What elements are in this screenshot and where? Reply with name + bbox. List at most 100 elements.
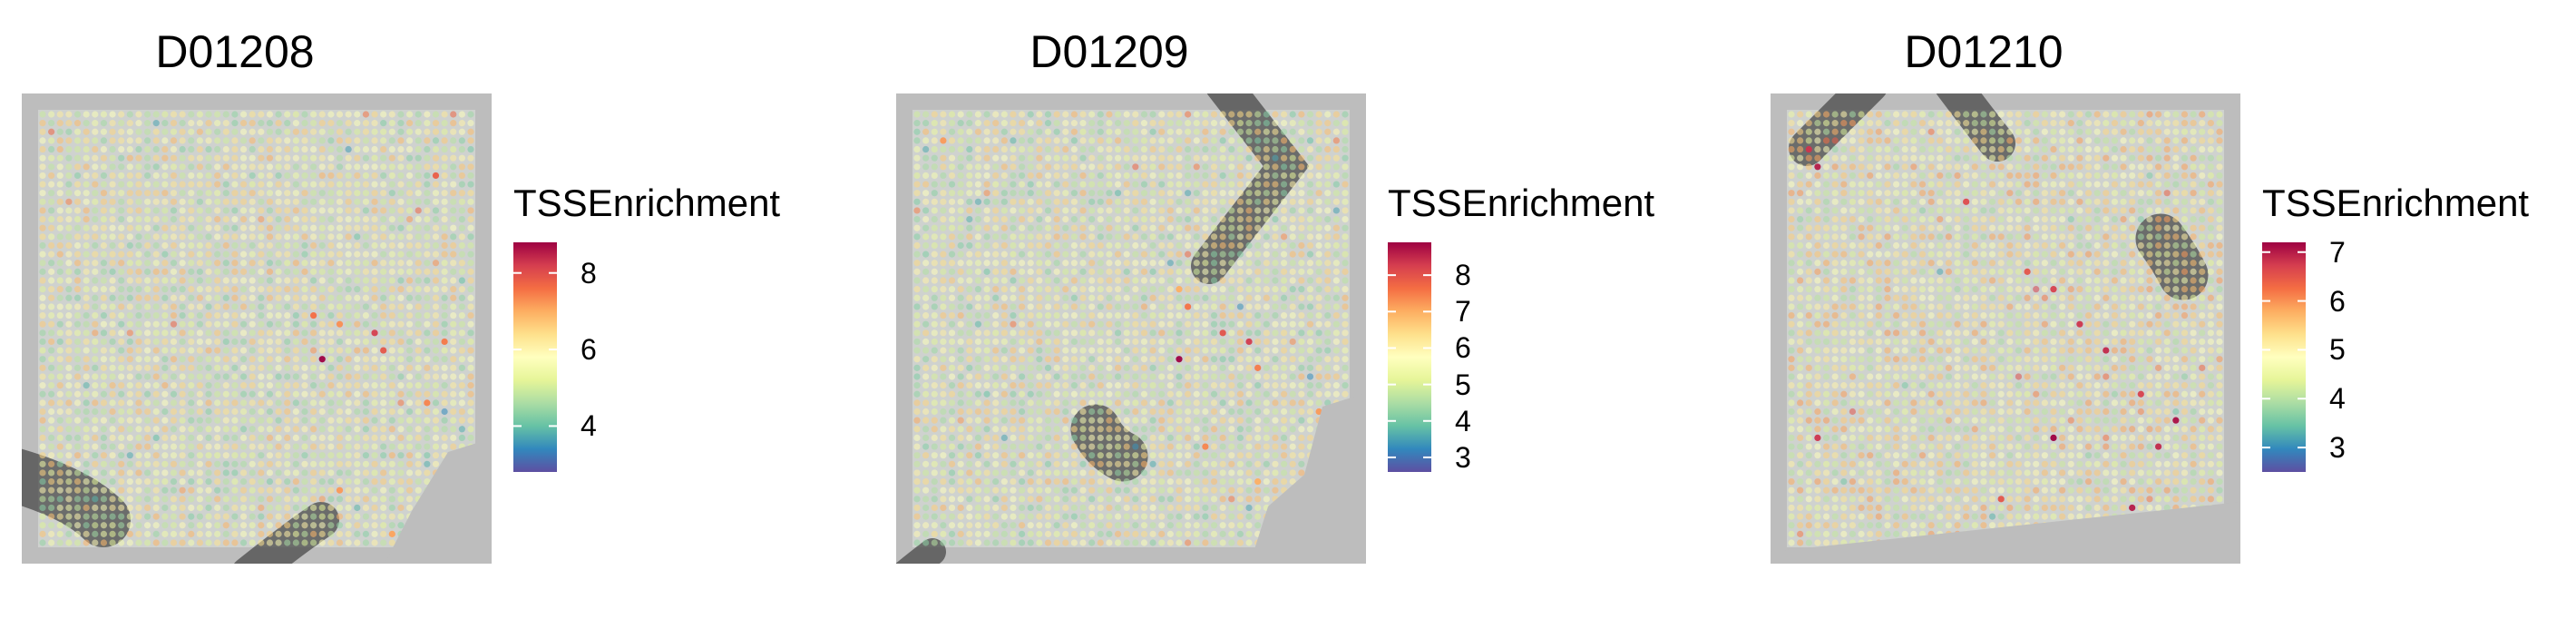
spot [101, 199, 107, 205]
spot [39, 418, 45, 424]
spot [406, 155, 413, 162]
spot [1115, 260, 1121, 266]
spot [1106, 339, 1112, 345]
spot [992, 505, 999, 511]
spot [433, 199, 439, 205]
spot [109, 426, 115, 432]
spot [249, 295, 256, 301]
spot [940, 129, 946, 135]
spot [171, 312, 177, 319]
spot [1158, 269, 1165, 275]
spot [301, 505, 307, 511]
spot [389, 225, 395, 231]
spot [1324, 286, 1331, 292]
spot [397, 286, 404, 292]
spot [267, 146, 273, 152]
spot [346, 137, 352, 143]
spot [949, 408, 955, 415]
spot [1316, 365, 1322, 371]
spot [958, 347, 964, 353]
spot [301, 391, 307, 398]
spot [180, 356, 186, 362]
spot [39, 356, 45, 362]
spot [1106, 522, 1112, 528]
spot [363, 321, 369, 328]
spot [144, 487, 151, 494]
spot [1036, 207, 1042, 213]
spot [284, 347, 290, 353]
spot [337, 129, 343, 135]
spot [188, 461, 194, 467]
spot [188, 418, 194, 424]
spot [983, 207, 990, 213]
spot [127, 452, 133, 458]
spot [127, 225, 133, 231]
spot [459, 225, 465, 231]
spot [1036, 461, 1042, 467]
spot [293, 242, 299, 249]
spot [1202, 295, 1208, 301]
spot [1194, 277, 1200, 283]
spot [346, 461, 352, 467]
spot [1001, 207, 1008, 213]
spot [354, 496, 360, 502]
spot [1115, 339, 1121, 345]
spot [171, 478, 177, 485]
spot [415, 295, 422, 301]
spot [1167, 435, 1174, 441]
spot [161, 469, 168, 476]
spot [1054, 242, 1060, 249]
spot [1316, 251, 1322, 258]
spot [223, 356, 229, 362]
spot [1010, 137, 1016, 143]
spot [1010, 531, 1016, 537]
spot [153, 356, 160, 362]
spot [1106, 391, 1112, 398]
spot [467, 339, 473, 345]
spot [92, 312, 98, 319]
spot [1281, 181, 1287, 187]
spot [966, 365, 972, 371]
spot [153, 469, 160, 476]
spot [301, 295, 307, 301]
spot [1001, 312, 1008, 319]
spot [249, 216, 256, 222]
spot [1211, 207, 1217, 213]
spot [319, 225, 326, 231]
spot [65, 347, 72, 353]
spot [1307, 365, 1313, 371]
spot [459, 382, 465, 388]
spot [240, 461, 247, 467]
spot [1245, 514, 1252, 520]
spot [992, 120, 999, 126]
spot [966, 487, 972, 494]
spot [1010, 181, 1016, 187]
spot [83, 295, 90, 301]
spot [1281, 242, 1287, 249]
spot [310, 435, 317, 441]
spot [406, 373, 413, 379]
spot [327, 514, 334, 520]
spot [1054, 163, 1060, 170]
spot [180, 312, 186, 319]
spot [1098, 496, 1104, 502]
spot [1115, 435, 1121, 441]
spot [354, 408, 360, 415]
spot [966, 452, 972, 458]
spot [301, 339, 307, 345]
spot [406, 199, 413, 205]
spot [1115, 199, 1121, 205]
spot [1202, 251, 1208, 258]
spot [913, 163, 920, 170]
spot [406, 435, 413, 441]
spot [1001, 233, 1008, 240]
spot [983, 225, 990, 231]
spot [1062, 111, 1068, 117]
spot [301, 111, 307, 117]
spot [1324, 233, 1331, 240]
spot [1106, 120, 1112, 126]
spot [1124, 120, 1130, 126]
spot [459, 137, 465, 143]
spot [197, 155, 203, 162]
spot [171, 418, 177, 424]
